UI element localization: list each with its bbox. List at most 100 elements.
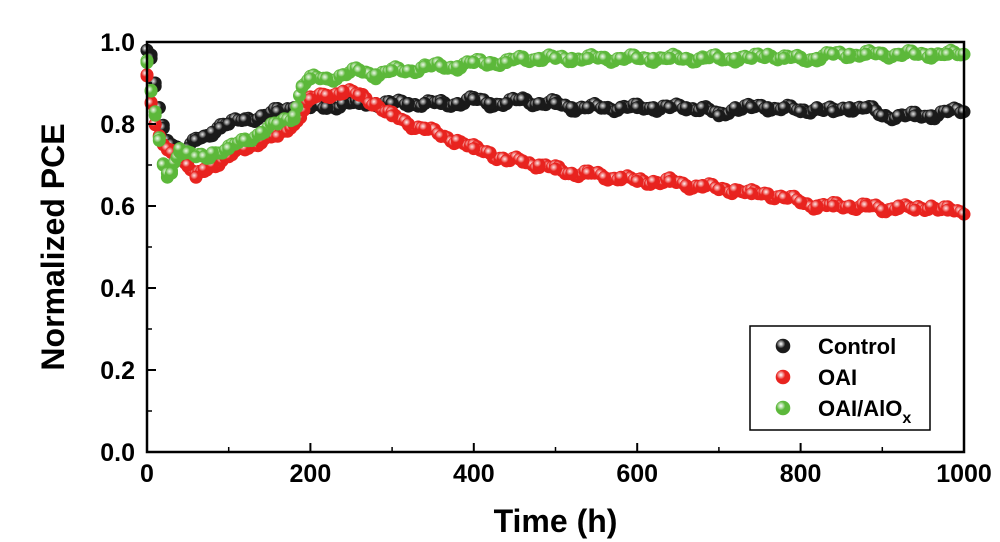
data-point [320, 88, 334, 102]
y-tick-label: 0.0 [100, 439, 135, 467]
x-tick-label: 600 [616, 460, 658, 488]
data-point [581, 51, 595, 65]
data-point [728, 183, 742, 197]
series-layer [140, 43, 971, 221]
data-point [892, 109, 906, 123]
data-point [908, 203, 922, 217]
data-point [222, 117, 236, 131]
data-point [908, 109, 922, 123]
data-point [843, 101, 857, 115]
data-point [630, 51, 644, 65]
data-point [148, 105, 162, 119]
data-point [859, 199, 873, 213]
legend-marker [775, 338, 791, 354]
data-point [499, 97, 513, 111]
data-point [483, 55, 497, 69]
data-point [369, 97, 383, 111]
data-point [728, 101, 742, 115]
data-point [303, 72, 317, 86]
data-point [499, 154, 513, 168]
series-oai-alo [140, 43, 971, 184]
y-tick-label: 0.6 [100, 193, 135, 221]
data-point [597, 101, 611, 115]
data-point [679, 51, 693, 65]
data-point [565, 51, 579, 65]
y-tick-label: 0.2 [100, 357, 135, 385]
data-point [238, 133, 252, 147]
data-point [875, 47, 889, 61]
data-point [696, 101, 710, 115]
data-point [434, 129, 448, 143]
data-point [794, 105, 808, 119]
x-tick-label: 200 [290, 460, 332, 488]
legend-marker [775, 369, 791, 385]
data-point [336, 84, 350, 98]
data-point [467, 142, 481, 156]
data-point [843, 199, 857, 213]
data-point [434, 60, 448, 74]
data-point [418, 97, 432, 111]
data-point [712, 51, 726, 65]
data-point [924, 109, 938, 123]
data-point [663, 174, 677, 188]
data-point [761, 187, 775, 201]
data-point [712, 109, 726, 123]
data-point [238, 113, 252, 127]
data-point [165, 166, 179, 180]
data-point [548, 51, 562, 65]
data-point [597, 51, 611, 65]
y-axis-title: Normalized PCE [35, 123, 71, 370]
data-point [467, 55, 481, 69]
data-point [565, 166, 579, 180]
legend: Control OAI OAI/AlOx [749, 325, 931, 431]
data-point [352, 64, 366, 78]
data-point [614, 101, 628, 115]
data-point [287, 109, 301, 123]
data-point [336, 68, 350, 82]
legend-label: OAI/AlOx [818, 396, 911, 427]
y-tick-label: 0.8 [100, 111, 135, 139]
data-point [630, 101, 644, 115]
legend-label: OAI [818, 365, 857, 390]
data-point [679, 101, 693, 115]
data-point [418, 60, 432, 74]
data-point [777, 51, 791, 65]
data-point [205, 146, 219, 160]
data-point [320, 72, 334, 86]
data-point [663, 51, 677, 65]
data-point [516, 51, 530, 65]
data-point [941, 105, 955, 119]
data-point [385, 64, 399, 78]
data-point [663, 101, 677, 115]
x-tick-label: 1000 [936, 460, 992, 488]
data-point [532, 158, 546, 172]
data-point [924, 47, 938, 61]
data-point [467, 92, 481, 106]
data-point [810, 199, 824, 213]
data-point [295, 80, 309, 94]
data-point [712, 183, 726, 197]
data-point [892, 47, 906, 61]
data-point [745, 51, 759, 65]
data-point [369, 68, 383, 82]
data-point [254, 109, 268, 123]
legend-label: Control [818, 334, 896, 359]
data-point [794, 51, 808, 65]
data-point [696, 179, 710, 193]
data-point [810, 101, 824, 115]
data-point [859, 101, 873, 115]
data-point [875, 203, 889, 217]
data-point [434, 97, 448, 111]
data-point [532, 51, 546, 65]
data-point [401, 64, 415, 78]
data-point [418, 121, 432, 135]
data-point [892, 199, 906, 213]
data-point [794, 195, 808, 209]
data-point [352, 88, 366, 102]
y-tick-label: 0.4 [100, 275, 135, 303]
data-point [271, 129, 285, 143]
x-tick-label: 800 [780, 460, 822, 488]
data-point [875, 109, 889, 123]
data-point [614, 170, 628, 184]
